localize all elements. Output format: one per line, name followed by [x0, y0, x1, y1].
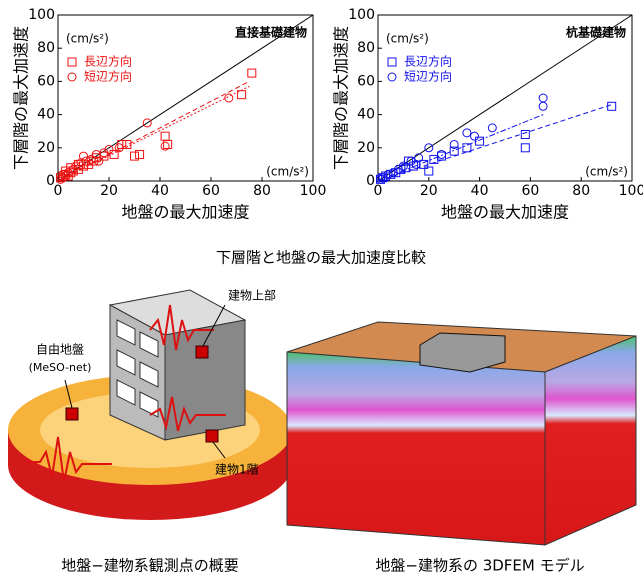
chart-caption: 下層階と地盤の最大加速度比較 [216, 249, 426, 267]
x-tick-label: 80 [253, 183, 271, 199]
sensor-floor1 [206, 430, 218, 442]
legend-label: 短辺方向 [404, 69, 452, 84]
y-tick-label: 20 [37, 140, 55, 156]
x-tick-label: 40 [151, 183, 169, 199]
x-tick-label: 20 [100, 183, 118, 199]
y-axis-label: 下層階の最大加速度 [12, 26, 31, 170]
x-tick-label: 20 [420, 183, 438, 199]
model-building [420, 333, 505, 372]
x-tick-label: 100 [300, 183, 327, 199]
x-tick-label: 100 [619, 183, 643, 199]
legend-label: 短辺方向 [84, 69, 132, 84]
unit-label: (cm/s²) [266, 165, 309, 179]
unit-label: (cm/s²) [585, 165, 628, 179]
x-tick-label: 60 [202, 183, 220, 199]
figure: 下層階と地盤の最大加速度比較 建物上部 自由地盤 (MeSO-net) 建物1階… [0, 0, 643, 575]
y-tick-label: 0 [46, 173, 55, 189]
label: 建物上部 [228, 288, 276, 303]
y-tick-label: 100 [28, 7, 55, 23]
y-axis-label: 下層階の最大加速度 [332, 26, 351, 170]
model-caption: 地盤−建物系の 3DFEM モデル [375, 557, 584, 575]
x-axis-label: 地盤の最大加速度 [441, 203, 569, 222]
label: (MeSO-net) [29, 361, 92, 374]
diagram: 建物上部 自由地盤 (MeSO-net) 建物1階 地盤−建物系観測点の概要 [8, 288, 292, 575]
legend-label: 長辺方向 [404, 54, 452, 69]
chart-title: 杭基礎建物 [566, 25, 626, 40]
y-tick-label: 100 [348, 7, 375, 23]
y-tick-label: 60 [357, 73, 375, 89]
label: 建物1階 [215, 462, 259, 477]
x-axis-label: 地盤の最大加速度 [121, 203, 249, 222]
model-side [545, 336, 636, 545]
y-tick-label: 80 [37, 40, 55, 56]
x-tick-label: 80 [572, 183, 590, 199]
diagram-caption: 地盤−建物系観測点の概要 [61, 557, 239, 575]
sensor-top [196, 346, 208, 358]
y-tick-label: 80 [357, 40, 375, 56]
legend-label: 長辺方向 [84, 54, 132, 69]
page: 下層階と地盤の最大加速度比較 建物上部 自由地盤 (MeSO-net) 建物1階… [0, 0, 643, 579]
x-tick-label: 60 [521, 183, 539, 199]
y-tick-label: 0 [366, 173, 375, 189]
chart-title: 直接基礎建物 [235, 25, 307, 40]
unit-label: (cm/s²) [66, 32, 109, 46]
unit-label: (cm/s²) [386, 32, 429, 46]
y-tick-label: 20 [357, 140, 375, 156]
model-front [287, 352, 545, 545]
y-tick-label: 60 [37, 73, 55, 89]
sensor-free [66, 408, 78, 420]
fem-model: 地盤−建物系の 3DFEM モデル [287, 322, 636, 575]
label: 自由地盤 [36, 343, 84, 357]
y-tick-label: 40 [37, 107, 55, 123]
y-tick-label: 40 [357, 107, 375, 123]
x-tick-label: 40 [471, 183, 489, 199]
